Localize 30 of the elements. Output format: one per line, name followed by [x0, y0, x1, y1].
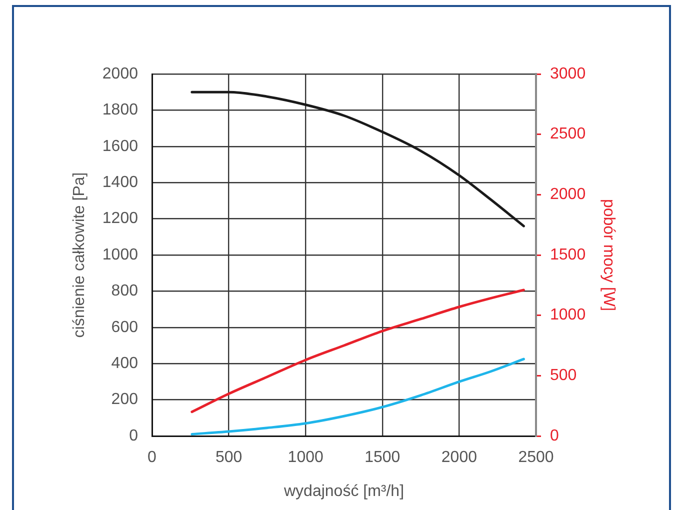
y-tick-label: 2000	[102, 65, 138, 82]
x-tick-label: 2500	[518, 449, 554, 466]
y2-axis-title: pobór mocy [W]	[600, 198, 617, 312]
y-tick-label: 800	[111, 282, 138, 300]
line-series	[190, 90, 525, 228]
y-tick-label: 1800	[102, 102, 138, 119]
y-tick-label: 1400	[102, 174, 138, 192]
x-tick-label: 2000	[441, 449, 478, 466]
y-tick-label: 600	[111, 318, 138, 336]
y-tick-label: 200	[111, 391, 138, 408]
y2-tick-label: 3000	[550, 65, 586, 82]
x-tick-label: 0	[148, 449, 157, 466]
x-axis-title: wydajność [m³/h]	[282, 482, 404, 500]
y2-tick-label: 2000	[550, 186, 586, 204]
x-tick-label: 1000	[288, 449, 324, 466]
line-series	[190, 288, 525, 414]
y2-tick-label: 1500	[550, 246, 586, 264]
y-tick-label: 1200	[102, 210, 138, 228]
line-series	[190, 358, 525, 436]
y2-tick-label: 1000	[550, 306, 586, 324]
y-axis-title: ciśnienie całkowite [Pa]	[71, 172, 88, 338]
y2-tick-label: 500	[550, 367, 577, 384]
y-tick-label: 1600	[102, 138, 138, 155]
y2-tick-label: 0	[550, 427, 559, 444]
y-tick-label: 400	[111, 355, 138, 372]
y-tick-label: 1000	[102, 246, 138, 264]
y-tick-label: 0	[129, 427, 138, 444]
x-tick-label: 500	[215, 449, 242, 466]
y2-tick-label: 2500	[550, 126, 586, 143]
x-tick-label: 1500	[364, 449, 400, 466]
